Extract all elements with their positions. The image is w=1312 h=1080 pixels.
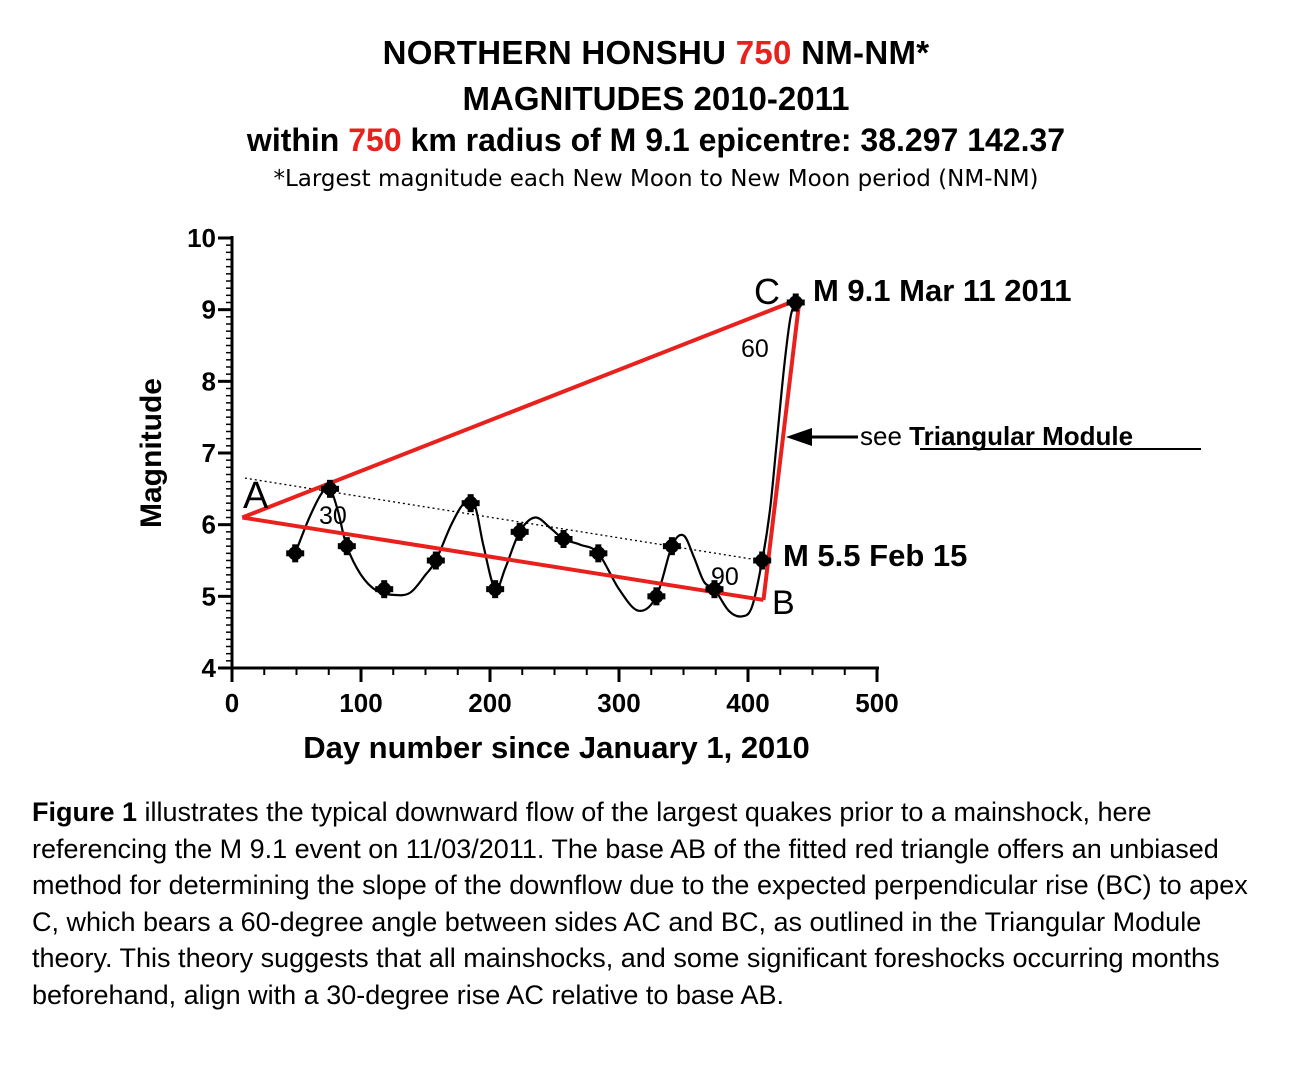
annotation-group: A B C 30 90 60 M 9.1 Mar 11 2011 M 5.5 Feb 15 se… — [243, 271, 1201, 622]
data-point-bar-v — [792, 293, 799, 312]
arrow-label-module: Triangular Module — [909, 421, 1133, 451]
y-tick-label: 6 — [202, 510, 216, 540]
angle-label-c: 60 — [741, 335, 769, 363]
subtitle-radius: 750 — [348, 122, 402, 158]
triangle-side-ac — [241, 297, 801, 520]
x-tick-label: 0 — [225, 688, 239, 718]
subtitle-text-a: within — [246, 122, 349, 158]
angle-label-b: 90 — [711, 563, 739, 591]
data-point-bar-v — [516, 522, 523, 541]
chart-title-line-2: MAGNITUDES 2010-2011 — [462, 80, 850, 117]
y-tick-label: 9 — [202, 295, 216, 325]
data-point — [647, 587, 666, 606]
caption-figure-label: Figure 1 — [32, 797, 138, 827]
data-point — [753, 551, 772, 570]
y-tick-label: 8 — [202, 366, 216, 396]
data-point — [321, 479, 340, 498]
data-point-bar-v — [343, 537, 350, 556]
data-point — [486, 580, 505, 599]
data-point — [461, 494, 480, 513]
data-point — [662, 537, 681, 556]
data-point-bar-v — [467, 494, 474, 513]
angle-label-a: 30 — [319, 502, 347, 530]
data-point-bar-v — [595, 544, 602, 563]
title-text-1a: NORTHERN HONSHU — [382, 34, 736, 71]
vertex-label-b: B — [772, 584, 795, 622]
title-text-1b: NM-NM* — [791, 34, 930, 71]
arrow-label-prefix: see — [860, 421, 909, 451]
y-tick-label: 5 — [202, 581, 216, 611]
x-tick-label: 400 — [726, 688, 769, 718]
data-point-bar-v — [653, 587, 660, 606]
data-point-bar-v — [292, 544, 299, 563]
vertex-label-c: C — [754, 271, 780, 312]
arrow-label: see Triangular Module — [860, 421, 1133, 451]
y-tick-label: 4 — [202, 653, 217, 683]
triangle-side-ab — [242, 515, 764, 602]
data-point — [786, 293, 805, 312]
data-point — [554, 530, 573, 548]
triangle-group — [241, 297, 802, 602]
caption-body: illustrates the typical downward flow of… — [32, 797, 1248, 1010]
x-axis-title: Day number since January 1, 2010 — [303, 730, 810, 765]
y-tick-label: 7 — [202, 438, 216, 468]
event-label-mainshock: M 9.1 Mar 11 2011 — [813, 273, 1072, 308]
x-tick-label: 300 — [597, 688, 640, 718]
data-point-bar-v — [492, 580, 499, 599]
data-point — [510, 522, 529, 541]
data-point — [589, 544, 608, 563]
triangle-side-bc — [761, 298, 802, 601]
data-point-bar-v — [560, 530, 567, 548]
x-tick-label: 200 — [468, 688, 511, 718]
vertex-label-a: A — [243, 475, 269, 517]
title-radius-1: 750 — [735, 34, 792, 71]
data-point — [375, 580, 394, 599]
data-point — [426, 551, 445, 570]
data-point-bar-v — [432, 551, 439, 570]
chart-title-line-1: NORTHERN HONSHU 750 NM-NM* — [0, 34, 1312, 72]
arrow-head — [786, 428, 812, 446]
data-point-bar-v — [327, 479, 334, 498]
data-point-bar-v — [668, 537, 675, 556]
y-tick-label: 10 — [187, 223, 216, 253]
data-point-bar-v — [381, 580, 388, 599]
data-point — [286, 544, 305, 563]
data-points-group — [286, 293, 805, 606]
chart-subtitle: within 750 km radius of M 9.1 epicentre:… — [0, 122, 1312, 159]
data-point — [705, 580, 724, 599]
y-axis-title: Magnitude — [135, 378, 168, 528]
figure-caption: Figure 1 illustrates the typical downwar… — [32, 794, 1282, 1013]
smooth-curve — [294, 302, 797, 618]
data-point — [337, 537, 356, 556]
smooth-curve-group — [294, 302, 797, 618]
subtitle-text-b: km radius of M 9.1 epicentre: 38.297 142… — [401, 122, 1066, 158]
event-label-foreshock: M 5.5 Feb 15 — [783, 538, 967, 573]
x-tick-label: 500 — [855, 688, 898, 718]
data-point-bar-v — [759, 551, 766, 570]
x-tick-label: 100 — [339, 688, 382, 718]
chart-note: *Largest magnitude each New Moon to New … — [273, 166, 1039, 192]
data-point-bar-v — [711, 580, 718, 599]
